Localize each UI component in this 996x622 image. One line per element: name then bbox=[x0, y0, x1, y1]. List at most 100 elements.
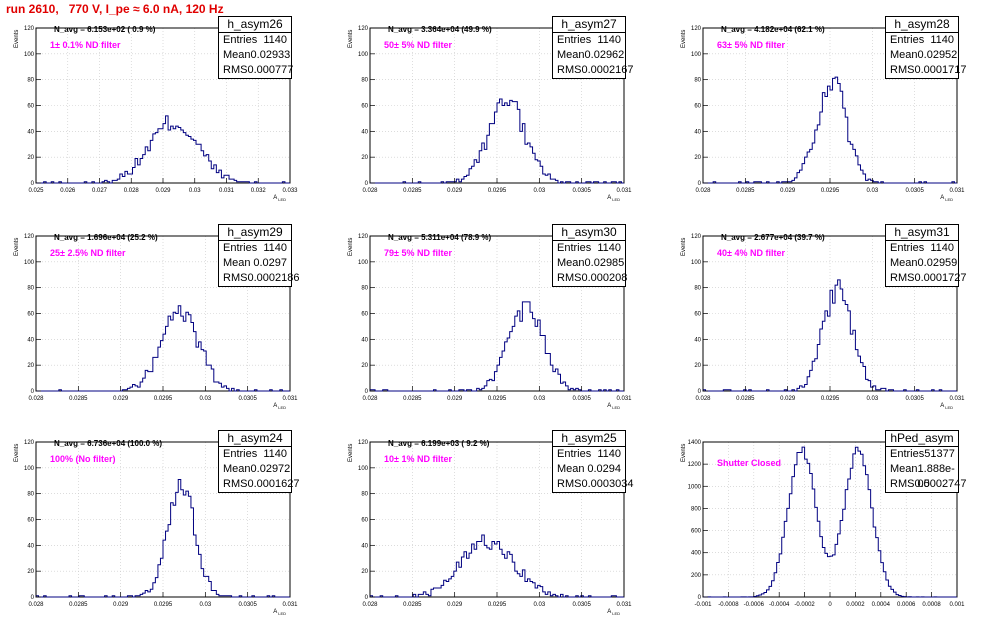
hist-line bbox=[703, 76, 957, 184]
x-axis-label-sub: LED bbox=[612, 405, 620, 411]
y-tick-label: 80 bbox=[27, 78, 34, 84]
y-tick-label: 100 bbox=[691, 52, 702, 58]
stat-row-entries: Entries 1140 bbox=[886, 241, 958, 256]
stat-row-mean: Mean 0.02959 bbox=[886, 256, 958, 271]
y-tick-label: 0 bbox=[31, 595, 35, 601]
y-tick-label: 20 bbox=[27, 569, 34, 575]
x-tick-label: 0.029 bbox=[780, 396, 796, 402]
stat-row-rms: RMS 0.0001627 bbox=[219, 477, 299, 492]
stat-key: Entries bbox=[223, 34, 258, 46]
hist-plot: 0.028 0.0285 0.029 0.0295 0.03 0.0305 0.031 0 20… bbox=[358, 234, 632, 402]
filter-label: 25± 2.5% ND filter bbox=[50, 248, 126, 258]
x-tick-label: 0.032 bbox=[251, 188, 267, 194]
y-tick-label: 0 bbox=[698, 181, 702, 187]
x-tick-label: 0.031 bbox=[282, 396, 298, 402]
hist-name: h_asym25 bbox=[553, 431, 625, 447]
x-axis-label-main: A bbox=[607, 403, 612, 409]
stat-key: Entries bbox=[223, 242, 258, 254]
stat-row-rms: RMS 0.0002167 bbox=[553, 63, 633, 78]
hist-plot: 0.025 0.026 0.027 0.028 0.029 0.03 0.031 0.032 0… bbox=[24, 26, 298, 194]
hist-line bbox=[35, 478, 290, 598]
hist-name: h_asym31 bbox=[886, 225, 958, 241]
x-tick-label: 0.0285 bbox=[69, 602, 88, 608]
n-avg-label: N_avg = 3.364e+04 (49.9 %) bbox=[388, 25, 492, 34]
x-tick-label: 0.029 bbox=[780, 188, 796, 194]
x-tick-label: 0.0285 bbox=[403, 188, 422, 194]
stats-box: hPed_asym Entries 51377 Mean 1.888e-05 RMS 0.0… bbox=[885, 430, 966, 493]
stat-row-rms: RMS 0.000777 bbox=[219, 63, 294, 78]
x-tick-label: 0.031 bbox=[219, 188, 235, 194]
y-tick-label: 100 bbox=[24, 260, 35, 266]
stat-value: 0.0002747 bbox=[914, 478, 967, 490]
x-tick-label: 0.0285 bbox=[736, 188, 755, 194]
x-axis-label: ALED bbox=[273, 609, 286, 616]
stat-key: Entries bbox=[557, 242, 592, 254]
stat-row-mean: Mean 0.02985 bbox=[553, 256, 625, 271]
y-axis-label: Events bbox=[348, 443, 354, 462]
y-tick-label: 1400 bbox=[688, 440, 702, 446]
hist-plot: 0.028 0.0285 0.029 0.0295 0.03 0.0305 0.031 0 20… bbox=[358, 26, 632, 194]
y-tick-label: 400 bbox=[691, 551, 702, 557]
stat-value: 0.02952 bbox=[917, 49, 958, 61]
stat-key: RMS bbox=[223, 64, 248, 76]
y-tick-label: 0 bbox=[365, 389, 369, 395]
stats-box: h_asym26 Entries 1140 Mean 0.02933 RMS 0.00077… bbox=[218, 16, 294, 79]
stat-value: 51377 bbox=[924, 448, 955, 460]
x-tick-label: 0.0285 bbox=[736, 396, 755, 402]
x-tick-label: 0.031 bbox=[282, 602, 298, 608]
stat-value: 0.0001717 bbox=[914, 64, 967, 76]
hist-line bbox=[370, 98, 624, 184]
x-tick-label: 0 bbox=[828, 602, 832, 608]
stat-row-entries: Entries 51377 bbox=[886, 447, 958, 462]
y-tick-label: 40 bbox=[694, 337, 701, 343]
x-tick-label: 0.0006 bbox=[897, 602, 916, 608]
stat-row-rms: RMS 0.0001717 bbox=[886, 63, 966, 78]
x-axis-label-sub: LED bbox=[278, 405, 286, 411]
stat-row-mean: Mean 0.0297 bbox=[219, 256, 291, 271]
stat-key: Entries bbox=[557, 34, 592, 46]
stat-value: 0.02962 bbox=[584, 49, 625, 61]
x-tick-label: 0.0305 bbox=[905, 396, 924, 402]
x-tick-label: 0.0305 bbox=[238, 602, 257, 608]
hist-line bbox=[702, 279, 957, 392]
y-tick-label: 0 bbox=[698, 595, 702, 601]
hist-line bbox=[369, 534, 624, 598]
x-tick-label: 0.0002 bbox=[846, 602, 865, 608]
hist-plot: 0.028 0.0285 0.029 0.0295 0.03 0.0305 0.031 0 20… bbox=[24, 234, 298, 402]
x-tick-label: -0.0004 bbox=[769, 602, 790, 608]
stat-row-mean: Mean 0.02933 bbox=[219, 48, 291, 63]
x-tick-label: 0.0305 bbox=[572, 188, 591, 194]
stat-key: Mean bbox=[557, 463, 585, 475]
x-tick-label: 0.0305 bbox=[238, 396, 257, 402]
x-tick-label: 0.0305 bbox=[572, 396, 591, 402]
y-tick-label: 40 bbox=[361, 129, 368, 135]
x-tick-label: 0.028 bbox=[695, 188, 711, 194]
filter-label: 79± 5% ND filter bbox=[384, 248, 452, 258]
x-axis-label: ALED bbox=[273, 195, 286, 202]
x-axis-label-main: A bbox=[273, 609, 278, 615]
x-tick-label: 0.031 bbox=[949, 396, 965, 402]
x-tick-label: -0.0006 bbox=[744, 602, 765, 608]
panel-h_asym25: 0.028 0.0285 0.029 0.0295 0.03 0.0305 0.031 0 20… bbox=[348, 430, 633, 616]
y-tick-label: 60 bbox=[361, 104, 368, 110]
stat-key: Entries bbox=[890, 448, 925, 460]
hist-plot: 0.028 0.0285 0.029 0.0295 0.03 0.0305 0.031 0 20… bbox=[691, 26, 965, 194]
stat-value: 0.000777 bbox=[247, 64, 294, 76]
x-tick-label: 0.03 bbox=[533, 602, 545, 608]
stat-value: 1.888e-05 bbox=[917, 463, 955, 490]
x-tick-label: 0.0295 bbox=[821, 188, 840, 194]
panel-h_asym26: 0.025 0.026 0.027 0.028 0.029 0.03 0.031 0.032 0… bbox=[14, 16, 298, 202]
hist-name: hPed_asym bbox=[886, 431, 958, 447]
y-tick-label: 40 bbox=[27, 543, 34, 549]
x-tick-label: 0.028 bbox=[362, 602, 378, 608]
x-tick-label: 0.0305 bbox=[905, 188, 924, 194]
filter-label: 50± 5% ND filter bbox=[384, 40, 452, 50]
y-axis-label: Events bbox=[681, 29, 687, 48]
x-tick-label: 0.0295 bbox=[154, 396, 173, 402]
y-tick-label: 60 bbox=[361, 518, 368, 524]
y-tick-label: 40 bbox=[27, 337, 34, 343]
x-tick-label: 0.03 bbox=[533, 188, 545, 194]
x-tick-label: 0.031 bbox=[949, 188, 965, 194]
y-tick-label: 1200 bbox=[688, 462, 702, 468]
